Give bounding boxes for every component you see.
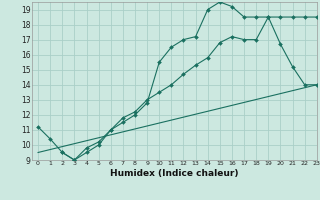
X-axis label: Humidex (Indice chaleur): Humidex (Indice chaleur) [110,169,239,178]
